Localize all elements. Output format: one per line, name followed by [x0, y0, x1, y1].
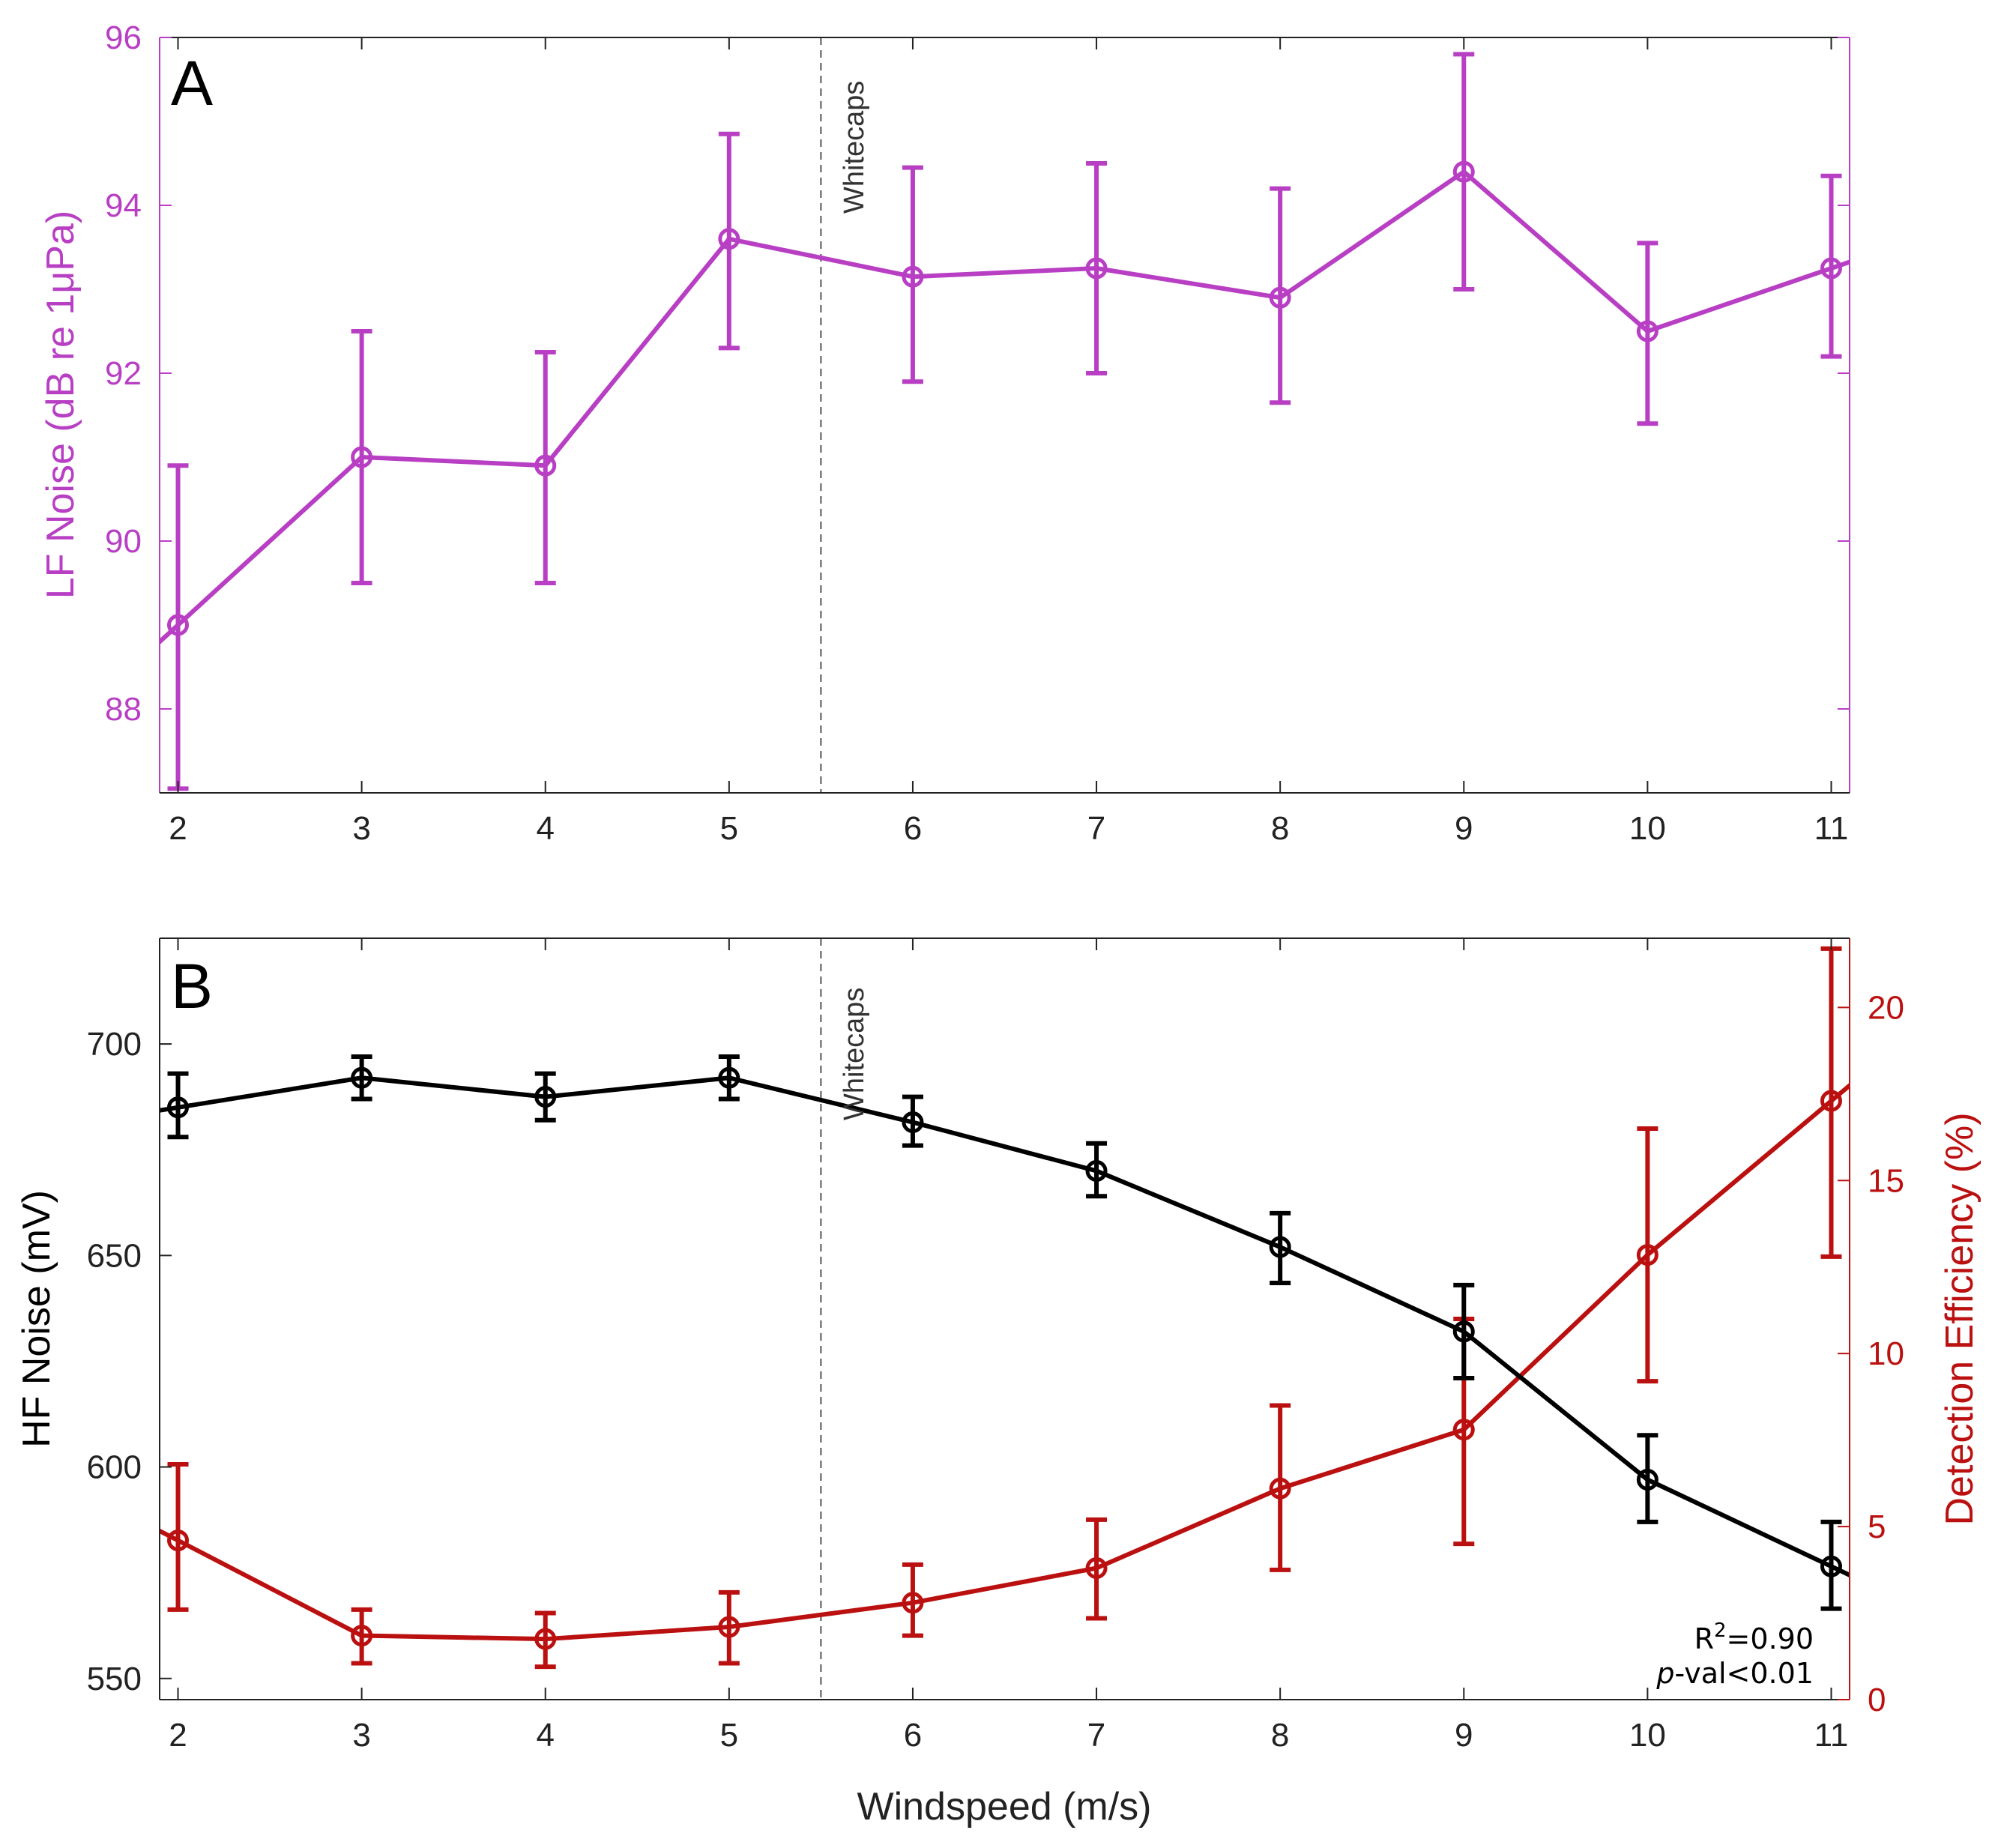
hf-noise-point	[351, 1066, 373, 1089]
panel-a-marks	[160, 37, 1850, 793]
panel-b-x-tick-label: 2	[169, 1717, 187, 1754]
panel-b-y-tick-label-right: 20	[1868, 989, 1904, 1026]
panel-b-x-tick-label: 9	[1455, 1717, 1473, 1754]
panel-a-x-tick-label: 11	[1814, 810, 1849, 847]
lf-noise-point	[1269, 286, 1291, 309]
panel-b-x-axis-label: Windspeed (m/s)	[857, 1785, 1152, 1829]
lf-noise-series	[160, 52, 1850, 791]
panel-b-x-tick-label: 3	[352, 1717, 370, 1754]
detection-efficiency-point	[1636, 1244, 1659, 1266]
detection-efficiency-error-bar	[167, 1461, 189, 1612]
panel-b-y-tick-label-right: 15	[1868, 1162, 1904, 1199]
hf-noise-point	[1085, 1159, 1108, 1182]
hf-noise-point	[718, 1066, 740, 1089]
panel-a-x-tick-label: 5	[720, 810, 738, 847]
panel-b-y-tick-label-left: 550	[87, 1661, 142, 1697]
lf-noise-point	[1820, 257, 1842, 280]
lf-noise-point	[351, 446, 373, 468]
panel-b-x-tick-label: 6	[904, 1717, 922, 1754]
hf-noise-point	[1636, 1468, 1659, 1491]
r-squared-superscript: 2	[1714, 1619, 1727, 1642]
hf-noise-point	[1269, 1236, 1291, 1258]
detection-efficiency-point	[534, 1628, 557, 1650]
panel-a-x-tick-label: 7	[1087, 810, 1105, 847]
hf-noise-point	[902, 1111, 924, 1134]
panel-b-x-tick-label: 8	[1271, 1717, 1289, 1754]
panel-b-y-tick-label-left: 600	[87, 1449, 142, 1486]
panel-a-x-tick-label: 10	[1629, 810, 1666, 847]
panel-a-letter: A	[171, 48, 213, 118]
panel-a-y-tick-label: 96	[105, 19, 142, 56]
panel-b-x-tick-label: 7	[1087, 1717, 1105, 1754]
panel-b-y-axis-label-left: HF Noise (mV)	[15, 1190, 58, 1448]
lf-noise-line	[160, 169, 1850, 645]
panel-a: 88 90 92 94 96 2 3 4 5 6 7 8 9 10 11 A Whitecaps LF No…	[39, 19, 1850, 847]
lf-noise-point	[167, 614, 190, 636]
detection-efficiency-point	[1085, 1557, 1108, 1580]
r-squared-value: =0.90	[1727, 1622, 1814, 1655]
panel-a-x-tick-label: 3	[352, 810, 370, 847]
detection-efficiency-point	[1269, 1477, 1291, 1500]
panel-b-y-tick-label-right: 0	[1868, 1682, 1886, 1718]
p-value-text: -val<0.01	[1675, 1657, 1814, 1690]
detection-efficiency-line	[160, 1082, 1850, 1642]
detection-efficiency-point	[1820, 1090, 1842, 1112]
lf-noise-point	[902, 265, 924, 288]
panel-a-whitecaps-label: Whitecaps	[839, 81, 870, 214]
detection-efficiency-point	[718, 1616, 740, 1638]
panel-a-y-tick-label: 92	[105, 355, 142, 392]
panel-a-y-tick-label: 90	[105, 523, 142, 560]
lf-noise-point	[534, 454, 557, 477]
hf-noise-point	[167, 1096, 190, 1119]
lf-noise-point	[1452, 160, 1475, 183]
panel-a-x-tick-label: 9	[1455, 810, 1473, 847]
detection-efficiency-point	[167, 1530, 190, 1552]
panel-b: 550 600 650 700 0 5 10 15 20 2 3 4 5 6 7 8 9 10 11 B White…	[15, 937, 1982, 1829]
panel-b-y-axis-label-right: Detection Efficiency (%)	[1938, 1112, 1982, 1525]
panel-b-whitecaps-label: Whitecaps	[839, 988, 870, 1120]
panel-a-x-tick-label: 8	[1271, 810, 1289, 847]
hf-noise-point	[1452, 1320, 1475, 1343]
panel-a-y-tick-label: 88	[105, 691, 142, 728]
panel-a-x-tick-label: 4	[536, 810, 554, 847]
panel-a-x-tick-label: 2	[169, 810, 187, 847]
hf-noise-series	[160, 1054, 1850, 1611]
lf-noise-point	[1085, 257, 1108, 280]
detection-efficiency-error-bar	[902, 1562, 923, 1638]
panel-b-y-tick-label-left: 700	[87, 1026, 142, 1063]
r-squared-symbol: R	[1694, 1622, 1714, 1655]
lf-noise-point	[1636, 320, 1659, 342]
detection-efficiency-point	[351, 1625, 373, 1647]
p-value-symbol: p	[1656, 1657, 1674, 1690]
panel-b-y-tick-label-left: 650	[87, 1237, 142, 1274]
panel-b-axes: 550 600 650 700 0 5 10 15 20 2 3 4 5 6 7 8 9 10 11	[87, 937, 1904, 1754]
detection-efficiency-point	[1452, 1419, 1475, 1441]
panel-b-x-tick-label: 10	[1629, 1717, 1666, 1754]
panel-b-y-tick-label-right: 10	[1868, 1335, 1904, 1372]
hf-noise-line	[160, 1075, 1850, 1578]
panel-b-marks	[160, 938, 1850, 1700]
panel-a-y-axis-label: LF Noise (dB re 1μPa)	[39, 211, 82, 599]
lf-noise-point	[718, 228, 740, 250]
panel-a-axes: 88 90 92 94 96 2 3 4 5 6 7 8 9 10 11	[105, 19, 1850, 847]
panel-b-r-squared: R2=0.90	[1694, 1619, 1814, 1655]
panel-a-y-tick-label: 94	[105, 187, 142, 224]
detection-efficiency-point	[902, 1592, 924, 1614]
panel-b-x-tick-label: 11	[1814, 1717, 1849, 1754]
panel-b-x-tick-label: 5	[720, 1717, 738, 1754]
panel-b-y-tick-label-right: 5	[1868, 1509, 1886, 1545]
panel-b-x-tick-label: 4	[536, 1717, 554, 1754]
hf-noise-point	[534, 1086, 557, 1108]
panel-b-letter: B	[171, 951, 213, 1021]
panel-a-x-tick-label: 6	[904, 810, 922, 847]
panel-b-p-value: p-val<0.01	[1656, 1657, 1814, 1690]
hf-noise-point	[1820, 1555, 1842, 1577]
